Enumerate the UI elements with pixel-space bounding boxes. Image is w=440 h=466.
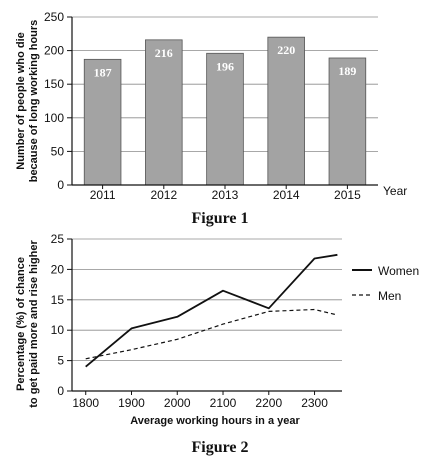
y-tick-label: 15: [51, 293, 65, 307]
x-tick-label-2200: 2200: [255, 396, 282, 410]
y-tick-label: 200: [44, 44, 64, 58]
x-tick-label-2011: 2011: [90, 188, 116, 202]
bar-value-label-2013: 196: [216, 59, 234, 73]
y-tick-label: 50: [51, 144, 65, 158]
bar-value-label-2012: 216: [155, 46, 173, 60]
bar-value-label-2011: 187: [94, 65, 112, 79]
x-tick-label-2013: 2013: [212, 188, 239, 202]
y-tick-label: 250: [44, 10, 64, 24]
x-tick-label-2100: 2100: [210, 396, 237, 410]
figure-2-legend: Women Men: [352, 264, 419, 303]
y-tick-label: 20: [51, 262, 65, 276]
figure-1-bar-chart: 187 216 196 220 189 0 50 100 150 200 250 2011 2012…: [15, 10, 407, 227]
y-tick-label: 10: [51, 323, 65, 337]
series-line-men: [85, 308, 338, 360]
legend-label-women: Women: [378, 264, 419, 278]
figure-1-y-axis-label-line-2: because of long working hours: [28, 20, 40, 183]
figure-2-series-lines: [85, 253, 338, 368]
series-line-women: [85, 253, 338, 368]
figure-2-y-tick-labels: 0 5 10 15 20 25: [51, 232, 65, 398]
y-tick-label: 0: [57, 178, 64, 192]
x-tick-label-2300: 2300: [301, 396, 328, 410]
x-tick-label-1800: 1800: [72, 396, 99, 410]
y-tick-label: 0: [57, 384, 64, 398]
y-tick-label: 150: [44, 77, 64, 91]
figure-2-y-axis-label-line-2: to get paid more and rise higher: [28, 240, 40, 408]
legend-label-men: Men: [378, 289, 401, 303]
x-tick-label-2012: 2012: [150, 188, 177, 202]
figure-1-y-axis-label-line-1: Number of people who die: [15, 32, 27, 170]
figure-1-axes: [67, 16, 378, 189]
y-tick-label: 100: [44, 111, 64, 125]
y-tick-label: 5: [57, 354, 64, 368]
figure-1-x-axis-label: Year: [383, 184, 407, 198]
bar-value-label-2014: 220: [277, 43, 295, 57]
x-tick-label-1900: 1900: [118, 396, 145, 410]
figure-2-x-tick-labels: 1800 1900 2000 2100 2200 2300: [72, 396, 328, 410]
x-tick-label-2000: 2000: [164, 396, 191, 410]
figure-1-x-tick-labels: 2011 2012 2013 2014 2015: [90, 188, 361, 202]
figure-1-caption: Figure 1: [191, 210, 248, 227]
bar-2015: [328, 57, 367, 186]
figure-1-bars: 187 216 196 220 189: [83, 36, 367, 186]
bar-2011: [83, 58, 122, 186]
figure-2-caption: Figure 2: [191, 439, 248, 456]
bar-value-label-2015: 189: [338, 64, 356, 78]
figure-2-x-axis-label: Average working hours in a year: [130, 415, 300, 427]
figure-1-y-tick-labels: 0 50 100 150 200 250: [44, 10, 64, 192]
bar-2014: [267, 36, 305, 186]
x-tick-label-2014: 2014: [273, 188, 300, 202]
y-tick-label: 25: [51, 232, 65, 246]
figure-2-axes: [67, 238, 342, 395]
figure-2-line-chart: 0 5 10 15 20 25 1800 1900 2000 2100 2200 2300 Aver…: [15, 232, 419, 456]
figure-2-y-axis-label-line-1: Percentage (%) of chance: [15, 257, 27, 391]
x-tick-label-2015: 2015: [334, 188, 361, 202]
bar-2012: [145, 39, 183, 186]
